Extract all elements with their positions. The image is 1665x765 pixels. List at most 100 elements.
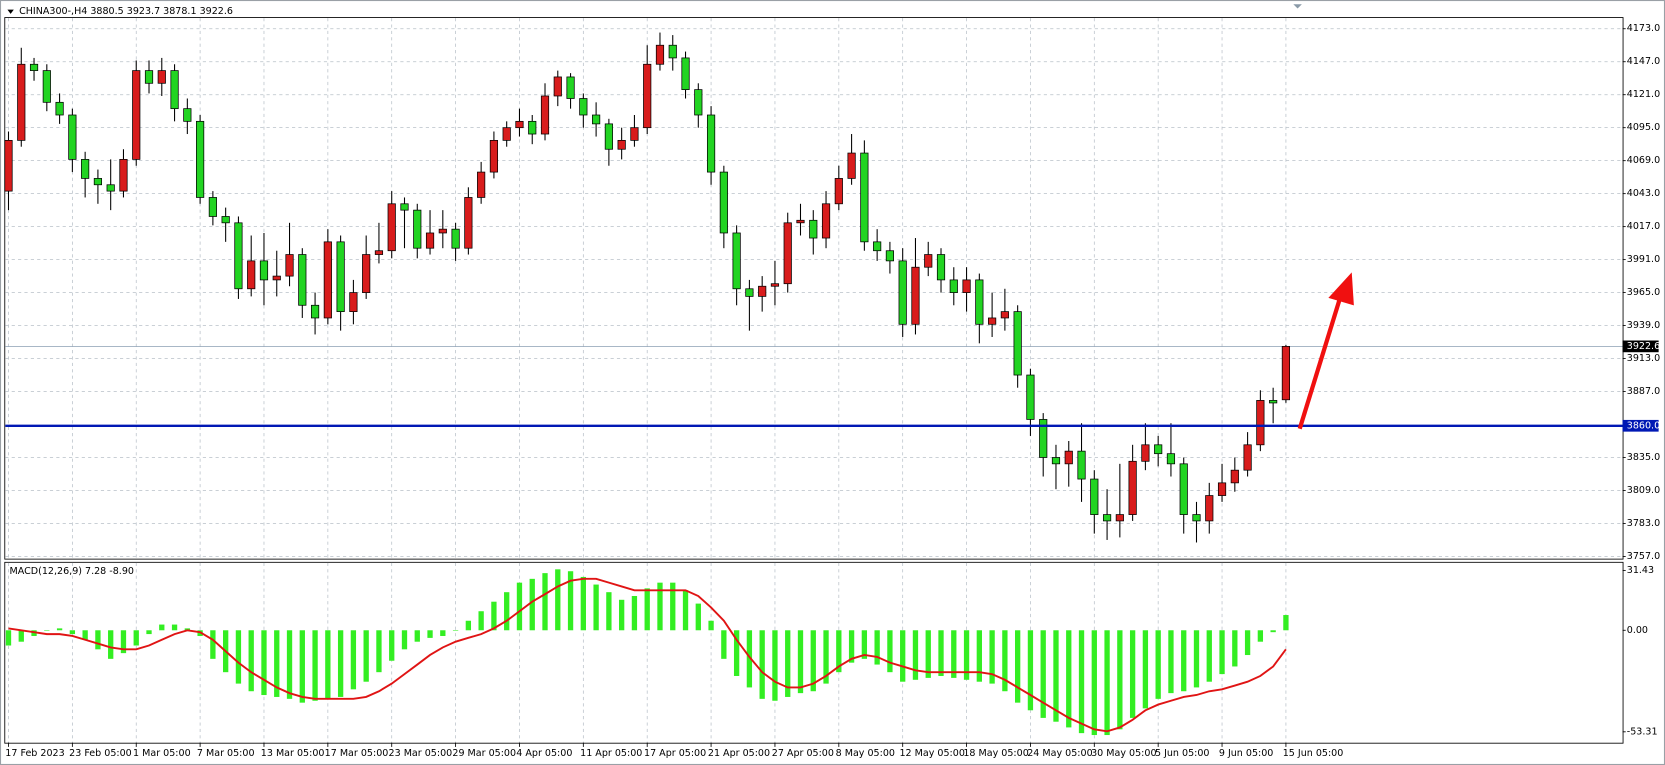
price-panel: [4, 17, 1624, 560]
x-tick-label: 13 Mar 05:00: [261, 748, 325, 759]
x-tick-label: 23 Mar 05:00: [389, 748, 453, 759]
macd-bar: [440, 630, 446, 636]
x-tick-label: 7 Mar 05:00: [197, 748, 255, 759]
y-tick-label: 3965.0: [1627, 287, 1660, 298]
macd-bar: [721, 630, 727, 659]
macd-bar: [963, 630, 970, 680]
macd-bar: [1078, 630, 1085, 734]
macd-bar: [1091, 630, 1097, 736]
y-tick-label: 3939.0: [1627, 320, 1660, 331]
candle-body: [349, 292, 358, 312]
candle-body: [566, 76, 575, 99]
macd-bar: [567, 571, 574, 631]
candle-body: [1115, 514, 1124, 522]
candle-body: [847, 152, 856, 179]
candle-body: [770, 283, 780, 287]
candle-body: [400, 203, 409, 211]
candle-body: [655, 44, 665, 65]
candle-body: [119, 159, 128, 192]
x-tick-label: 17 Mar 05:00: [325, 748, 389, 759]
candle-body: [1039, 419, 1048, 458]
y-tick-label: -53.31: [1627, 726, 1658, 737]
candle-body: [1192, 514, 1201, 522]
menu-triangle[interactable]: [7, 9, 14, 14]
macd-bar: [772, 630, 778, 701]
arrow-shaft: [1297, 297, 1343, 430]
candle-body: [617, 139, 626, 150]
y-tick-label: 4147.0: [1627, 56, 1660, 67]
candle-body: [362, 254, 371, 293]
current-price-label: 3922.6: [1627, 341, 1660, 352]
macd-bar: [1257, 630, 1264, 642]
candle-body: [1281, 345, 1291, 401]
macd-bar: [337, 630, 344, 697]
candle-body: [464, 197, 473, 249]
candle-body: [706, 114, 716, 173]
x-tick-label: 1 Mar 05:00: [133, 748, 191, 759]
macd-bar: [1015, 630, 1021, 703]
macd-bar: [299, 630, 305, 703]
macd-title: MACD(12,26,9) 7.28 -8.90: [10, 566, 134, 577]
macd-bar: [18, 630, 24, 642]
candle-body: [81, 159, 90, 179]
macd-bar: [414, 630, 420, 642]
signal-line: [8, 577, 1287, 733]
macd-bar: [69, 630, 76, 635]
y-tick-label: 4095.0: [1627, 122, 1660, 133]
candle-body: [310, 304, 320, 319]
candle-body: [834, 178, 843, 205]
candle-body: [1269, 400, 1278, 404]
macd-bar: [56, 628, 63, 631]
macd-bar: [210, 630, 216, 659]
candle-body: [809, 219, 818, 239]
macd-bar: [619, 599, 625, 631]
macd-bar: [235, 630, 242, 684]
candle-body: [1102, 514, 1112, 522]
macd-bar: [1002, 630, 1008, 692]
macd-bar: [593, 584, 599, 631]
y-tick-label: 4173.0: [1627, 23, 1660, 34]
macd-bar: [1181, 630, 1187, 692]
candle-body: [489, 139, 499, 173]
macd-bar: [1129, 630, 1136, 718]
candle-body: [630, 127, 639, 141]
macd-bar: [376, 630, 382, 673]
macd-bar: [708, 620, 714, 631]
candle-body: [758, 285, 767, 297]
macd-bar: [989, 630, 995, 684]
candle-body: [93, 178, 103, 186]
macd-bar: [1270, 630, 1276, 633]
x-tick-label: 11 Apr 05:00: [580, 748, 642, 759]
macd-bar: [478, 611, 484, 631]
candle-body: [860, 152, 869, 243]
candle-body: [451, 228, 460, 249]
candle-body: [911, 266, 920, 325]
macd-bar: [695, 603, 701, 631]
candle-body: [17, 63, 26, 141]
candle-body: [821, 203, 831, 239]
y-tick-label: 31.43: [1627, 565, 1654, 576]
x-tick-label: 17 Apr 05:00: [644, 748, 706, 759]
macd-panel: [4, 561, 1624, 744]
macd-bar: [823, 630, 829, 684]
candle-body: [132, 70, 141, 160]
x-tick-label: 30 May 05:00: [1091, 748, 1156, 759]
candle-body: [106, 184, 115, 192]
plot-layer: 17 Feb 2023 23 Feb 05:00 1 Mar 05:00 7 Mar …: [4, 18, 1660, 759]
candle-body: [1166, 453, 1176, 465]
macd-bar: [108, 630, 114, 659]
candle-body: [1154, 444, 1163, 455]
candle-body: [528, 120, 537, 135]
candle-body: [553, 76, 562, 97]
candle-body: [1179, 463, 1188, 515]
macd-bar: [389, 630, 395, 661]
macd-bar: [925, 630, 931, 678]
x-tick-label: 9 Jun 05:00: [1219, 748, 1274, 759]
macd-bar: [810, 630, 816, 692]
candle-body: [502, 127, 511, 141]
macd-bar: [1168, 630, 1174, 694]
y-tick-label: 4069.0: [1627, 155, 1660, 166]
scroll-marker[interactable]: [1293, 4, 1302, 9]
